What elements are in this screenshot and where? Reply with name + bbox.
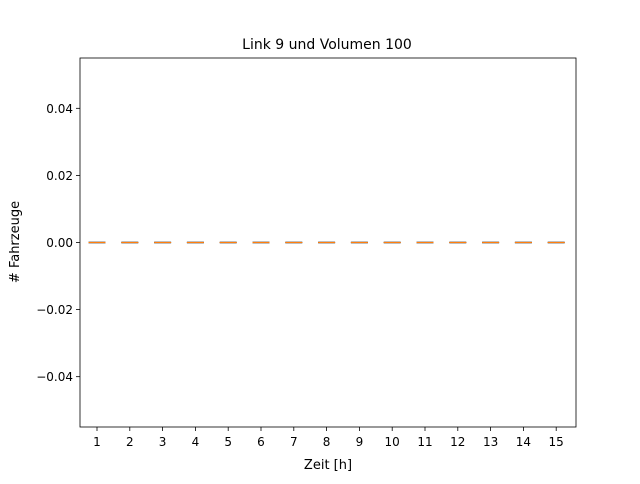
x-tick-label: 3: [159, 435, 167, 449]
y-axis-ticks: −0.04 −0.02 0.00 0.02 0.04: [36, 102, 80, 384]
chart-title: Link 9 und Volumen 100: [242, 37, 412, 53]
x-axis-ticks: 1 2 3 4 5 6 7 8 9 10 11 12 13 14 15: [93, 427, 564, 449]
y-axis-label: # Fahrzeuge: [8, 201, 23, 283]
y-tick-label: 0.04: [46, 102, 73, 116]
x-axis-label: Zeit [h]: [304, 458, 352, 473]
x-tick-label: 6: [257, 435, 265, 449]
x-tick-label: 12: [450, 435, 465, 449]
x-tick-label: 4: [192, 435, 200, 449]
plot-frame: [79, 57, 577, 428]
x-tick-label: 14: [516, 435, 531, 449]
y-tick-label: −0.04: [36, 370, 73, 384]
y-tick-label: −0.02: [36, 303, 73, 317]
x-tick-label: 11: [417, 435, 432, 449]
x-tick-label: 8: [323, 435, 331, 449]
x-tick-label: 13: [483, 435, 498, 449]
y-tick-label: 0.00: [46, 236, 73, 250]
x-tick-label: 7: [290, 435, 298, 449]
x-tick-label: 9: [356, 435, 364, 449]
x-tick-label: 1: [93, 435, 101, 449]
y-tick-label: 0.02: [46, 169, 73, 183]
x-tick-label: 15: [549, 435, 564, 449]
x-tick-label: 2: [126, 435, 134, 449]
x-tick-label: 5: [224, 435, 232, 449]
x-tick-label: 10: [385, 435, 400, 449]
